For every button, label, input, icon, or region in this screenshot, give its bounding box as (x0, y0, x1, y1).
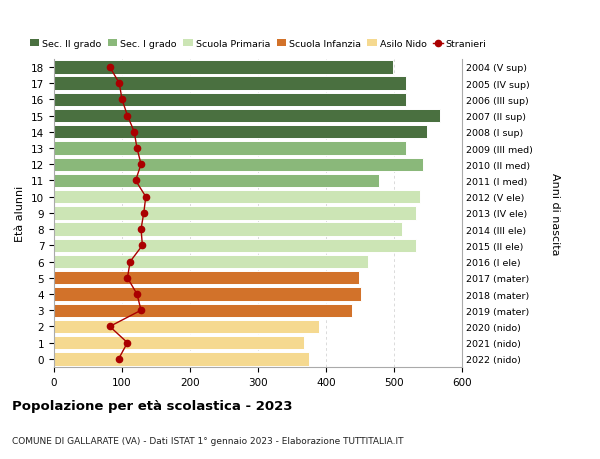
Bar (54, 255, 368, 269)
Bar (54, 158, 422, 172)
Text: Popolazione per età scolastica - 2023: Popolazione per età scolastica - 2023 (12, 399, 293, 412)
Bar (54, 77, 406, 90)
Bar (54, 320, 319, 333)
Bar (54, 61, 392, 74)
Bar (54, 336, 304, 350)
Bar (54, 304, 352, 317)
Text: COMUNE DI GALLARATE (VA) - Dati ISTAT 1° gennaio 2023 - Elaborazione TUTTITALIA.: COMUNE DI GALLARATE (VA) - Dati ISTAT 1°… (12, 436, 404, 445)
Y-axis label: Età alunni: Età alunni (16, 185, 25, 241)
Legend: Sec. II grado, Sec. I grado, Scuola Primaria, Scuola Infanzia, Asilo Nido, Stran: Sec. II grado, Sec. I grado, Scuola Prim… (30, 40, 486, 49)
Y-axis label: Anni di nascita: Anni di nascita (550, 172, 560, 255)
Bar (54, 288, 361, 301)
Bar (54, 272, 359, 285)
Bar (54, 207, 416, 220)
Bar (54, 142, 406, 155)
Bar (54, 174, 379, 188)
Bar (54, 110, 440, 123)
Bar (54, 223, 402, 236)
Bar (54, 190, 420, 204)
Bar (54, 239, 416, 252)
Bar (54, 126, 427, 139)
Bar (54, 94, 406, 107)
Bar (54, 353, 309, 366)
